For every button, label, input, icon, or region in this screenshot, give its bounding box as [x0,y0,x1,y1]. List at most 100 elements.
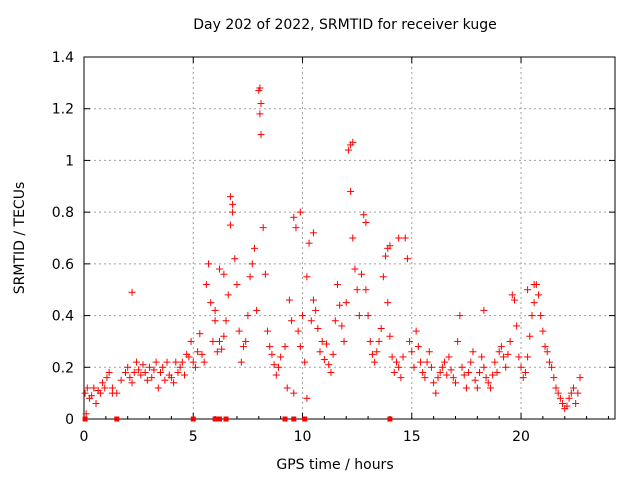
data-points [81,84,584,422]
plot-frame [83,56,616,420]
data-point [290,389,298,397]
data-point [222,317,230,325]
x-tick-label: 10 [294,429,312,445]
data-point [395,234,403,242]
data-point [167,374,175,382]
data-point [176,363,184,371]
data-point [135,366,143,374]
data-point [408,348,416,356]
data-point [449,374,457,382]
data-point [237,358,245,366]
data-point [99,379,107,387]
data-point [281,343,289,351]
data-point [148,374,156,382]
data-point [323,340,331,348]
data-point [419,368,427,376]
data-point [296,343,304,351]
data-point [541,343,549,351]
data-point [150,366,158,374]
data-point [256,110,264,118]
data-point [231,255,239,263]
data-point [198,350,206,358]
data-point [290,213,298,221]
data-point [83,384,91,392]
y-tick-label: 1.4 [52,50,74,66]
data-point [196,330,204,338]
y-axis-label: SRMTID / TECUs [12,181,28,295]
data-point [342,299,350,307]
zero-point [82,416,88,422]
data-point [454,337,462,345]
x-tick-label: 20 [512,429,530,445]
data-point [528,312,536,320]
data-point [458,363,466,371]
data-point [256,84,264,92]
data-point [331,317,339,325]
x-axis-label: GPS time / hours [276,457,394,473]
data-point [244,312,252,320]
data-point [211,306,219,314]
data-point [327,368,335,376]
data-point [434,374,442,382]
data-point [377,325,385,332]
data-point [124,363,132,371]
data-point [240,343,248,351]
data-point [574,389,582,397]
y-tick-label: 0.2 [52,360,74,376]
data-point [213,348,221,356]
data-point [259,224,267,232]
data-point [130,368,138,376]
data-point [103,374,111,382]
data-point [513,322,521,330]
data-point [530,299,538,307]
data-point [563,402,571,410]
data-point [161,376,169,384]
data-point [141,368,149,376]
data-point [92,399,100,407]
data-point [226,193,234,201]
data-point [117,376,125,384]
data-point [229,200,237,208]
data-point [296,208,304,216]
data-point [187,337,195,345]
y-tick-label: 0.8 [52,205,74,221]
data-point [524,286,532,294]
data-point [559,399,567,407]
data-point [264,327,272,335]
data-point [535,291,543,299]
x-tick-label: 5 [189,429,198,445]
data-point [309,296,317,304]
data-point [550,374,558,382]
zero-point [212,416,218,422]
data-point [565,394,573,402]
data-point [469,348,477,356]
data-point [266,343,274,351]
data-point [368,350,376,358]
data-point [493,368,501,376]
data-point [384,244,392,252]
data-point [548,363,556,371]
data-point [386,332,394,340]
data-point [320,356,328,364]
data-point [207,299,215,307]
y-tick-label: 0.6 [52,257,74,273]
data-point [382,252,390,260]
data-point [314,325,322,332]
data-point [353,286,361,294]
data-point [122,368,130,376]
data-point [211,317,219,325]
data-point [146,363,154,371]
data-point [480,363,488,371]
data-point [388,353,396,361]
data-point [126,374,134,382]
zero-point [216,416,222,422]
data-point [220,270,228,278]
data-point [163,358,171,366]
data-point [172,358,180,366]
data-point [403,255,411,263]
data-point [268,350,276,358]
data-point [307,317,315,325]
data-point [277,353,285,361]
data-point [438,363,446,371]
